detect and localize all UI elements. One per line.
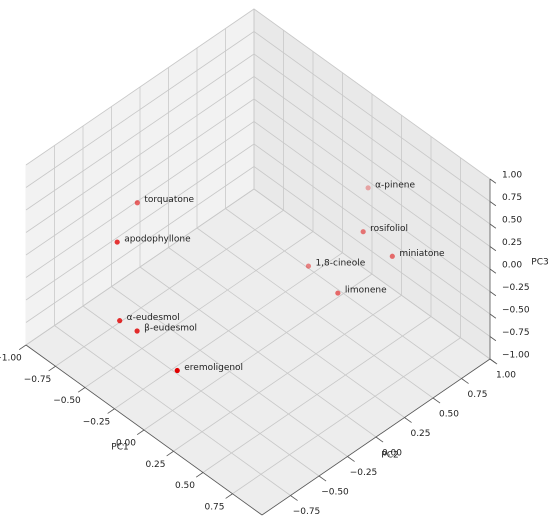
- tick-mark: [290, 495, 298, 501]
- x-tick-label: 0.75: [204, 502, 224, 512]
- grid-line: [253, 76, 491, 247]
- tick-mark: [18, 344, 27, 351]
- point-label: 1,8-cineole: [315, 259, 365, 269]
- x-tick-label: −0.50: [53, 396, 81, 406]
- grid-line: [253, 188, 491, 360]
- point-label: apodophyllone: [124, 235, 191, 245]
- tick-mark: [461, 378, 469, 384]
- tick-mark: [489, 336, 497, 342]
- z-tick-label: −0.25: [502, 283, 530, 293]
- grid-line: [82, 305, 320, 477]
- tick-mark: [347, 456, 355, 462]
- x-tick-label: −0.75: [24, 375, 52, 385]
- x-axis-label: PC1: [111, 443, 128, 453]
- grid-line: [25, 8, 255, 166]
- tick-mark: [489, 268, 497, 274]
- tick-mark: [48, 365, 56, 372]
- y-tick-label: 0.00: [382, 449, 402, 459]
- tick-mark: [107, 408, 115, 414]
- point-label: α-pinene: [375, 180, 415, 190]
- grid-line: [253, 53, 491, 225]
- x-tick-label: 0.25: [145, 460, 165, 470]
- x-tick-label: −1.00: [0, 354, 22, 364]
- point-label: limonene: [345, 286, 387, 296]
- tick-mark: [489, 358, 497, 364]
- tick-mark: [225, 493, 233, 499]
- x-tick-label: −0.25: [83, 417, 111, 427]
- z-axis-label: PC3: [531, 258, 548, 268]
- grid-line: [25, 121, 255, 278]
- point: [389, 253, 395, 259]
- grid-line: [25, 166, 255, 323]
- y-tick-label: 0.75: [467, 390, 487, 400]
- point: [305, 263, 312, 269]
- tick-mark: [489, 178, 497, 184]
- y-tick-label: 0.25: [410, 429, 430, 439]
- grid-line: [253, 143, 491, 315]
- grid-line: [25, 31, 255, 188]
- tick-mark: [318, 475, 327, 482]
- grid-line: [25, 98, 255, 256]
- y-tick-label: 1.00: [496, 371, 516, 381]
- z-tick-label: 0.75: [502, 193, 522, 203]
- grid-line: [225, 208, 462, 379]
- tick-mark: [166, 450, 174, 457]
- x-tick-label: 0.50: [175, 481, 195, 491]
- point: [365, 185, 371, 191]
- point: [360, 229, 366, 235]
- grid-line: [253, 8, 491, 180]
- z-tick-label: −1.00: [502, 351, 530, 361]
- tick-mark: [489, 246, 497, 252]
- grid-line: [253, 98, 491, 270]
- grid-line: [25, 76, 255, 233]
- grid-line: [139, 266, 377, 438]
- point: [117, 318, 123, 324]
- tick-mark: [375, 436, 384, 443]
- grid-line: [25, 143, 255, 301]
- z-tick-label: 0.00: [502, 261, 522, 271]
- y-axis-label: PC2: [381, 451, 398, 461]
- z-tick-label: −0.50: [502, 306, 530, 316]
- grid-line: [253, 166, 491, 337]
- grid-line: [196, 227, 434, 399]
- point-label: eremoligenol: [184, 363, 243, 373]
- z-tick-label: 0.25: [502, 238, 522, 248]
- tick-mark: [432, 397, 441, 404]
- tick-mark: [489, 313, 497, 319]
- point-label: rosifoliol: [370, 224, 408, 234]
- grid-line: [111, 286, 348, 457]
- tick-mark: [489, 201, 497, 207]
- grid-line: [253, 121, 491, 292]
- tick-mark: [404, 417, 412, 423]
- y-tick-label: −0.50: [321, 488, 349, 498]
- point: [134, 328, 140, 334]
- grid-line: [25, 188, 255, 346]
- axes: −1.00−0.75−0.50−0.250.000.250.500.75−0.7…: [0, 8, 530, 517]
- tick-mark: [195, 472, 204, 478]
- point-label: β-eudesmol: [144, 324, 197, 334]
- grid-line: [54, 325, 291, 496]
- z-tick-label: 1.00: [502, 171, 522, 181]
- z-tick-label: −0.75: [502, 328, 530, 338]
- y-tick-label: −0.75: [293, 507, 321, 517]
- x-tick-label: 0.00: [116, 439, 136, 449]
- tick-mark: [77, 387, 86, 393]
- tick-mark: [489, 291, 497, 297]
- tick-mark: [136, 429, 145, 436]
- point: [114, 239, 120, 245]
- point: [335, 290, 341, 296]
- y-tick-label: −0.25: [350, 468, 378, 478]
- point: [134, 200, 140, 206]
- grid-line: [253, 31, 491, 202]
- point-label: torquatone: [144, 195, 194, 205]
- point-label: α-eudesmol: [127, 313, 180, 323]
- z-tick-label: 0.50: [502, 216, 522, 226]
- point-label: miniatone: [399, 249, 445, 259]
- grid-line: [25, 53, 255, 211]
- grid-line: [168, 247, 405, 418]
- y-tick-label: 0.50: [439, 410, 459, 420]
- point: [174, 367, 180, 374]
- tick-mark: [489, 223, 497, 229]
